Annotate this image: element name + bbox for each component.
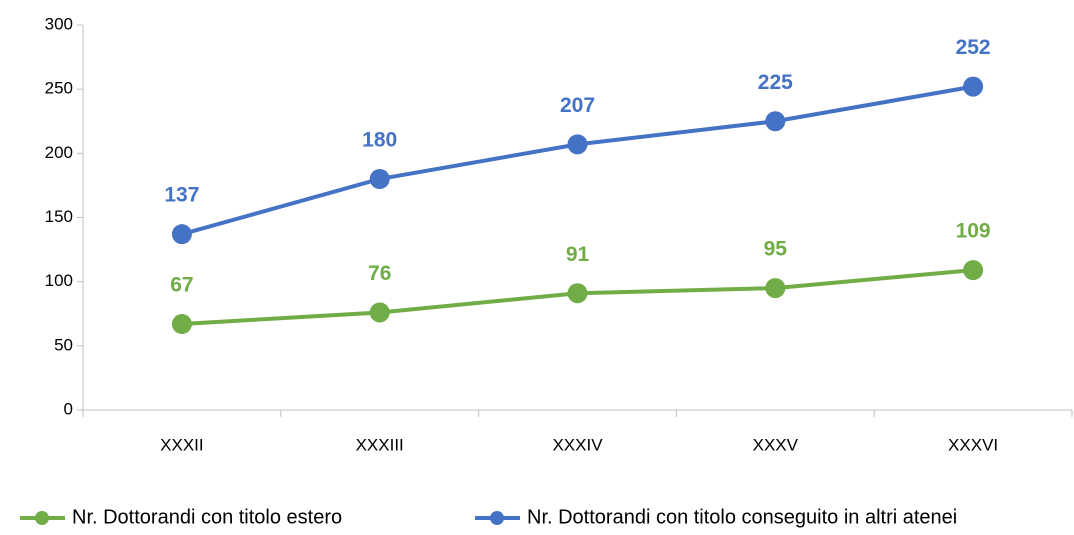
data-label: 180 <box>362 129 397 152</box>
legend-label: Nr. Dottorandi con titolo estero <box>72 506 342 528</box>
x-tick-label: XXXIV <box>552 435 603 454</box>
data-point <box>369 302 390 323</box>
y-tick-label: 0 <box>64 399 73 418</box>
data-point <box>171 314 192 335</box>
data-label: 76 <box>368 262 391 285</box>
y-tick-label: 50 <box>54 335 73 354</box>
legend-marker <box>490 511 504 525</box>
data-point <box>567 134 588 155</box>
legend-label: Nr. Dottorandi con titolo conseguito in … <box>527 506 957 528</box>
x-tick-label: XXXII <box>160 435 203 454</box>
y-tick-label: 150 <box>45 207 73 226</box>
data-point <box>765 278 786 299</box>
x-tick-label: XXXIII <box>356 435 404 454</box>
data-label: 95 <box>764 238 788 261</box>
x-tick-label: XXXVI <box>948 435 998 454</box>
data-label: 67 <box>170 274 193 297</box>
data-label: 137 <box>164 184 199 207</box>
y-tick-label: 100 <box>45 271 73 290</box>
data-label: 252 <box>956 36 991 59</box>
y-tick-label: 250 <box>45 79 73 98</box>
legend-marker <box>35 511 49 525</box>
y-tick-label: 300 <box>45 14 73 33</box>
data-label: 109 <box>956 220 991 243</box>
data-point <box>567 283 588 304</box>
data-label: 207 <box>560 94 595 117</box>
data-point <box>963 76 984 97</box>
data-point <box>963 260 984 281</box>
y-tick-label: 200 <box>45 143 73 162</box>
x-tick-label: XXXV <box>753 435 799 454</box>
data-label: 225 <box>758 71 793 94</box>
data-point <box>369 169 390 189</box>
data-point <box>171 224 192 245</box>
data-label: 91 <box>566 243 590 266</box>
data-point <box>765 111 786 132</box>
